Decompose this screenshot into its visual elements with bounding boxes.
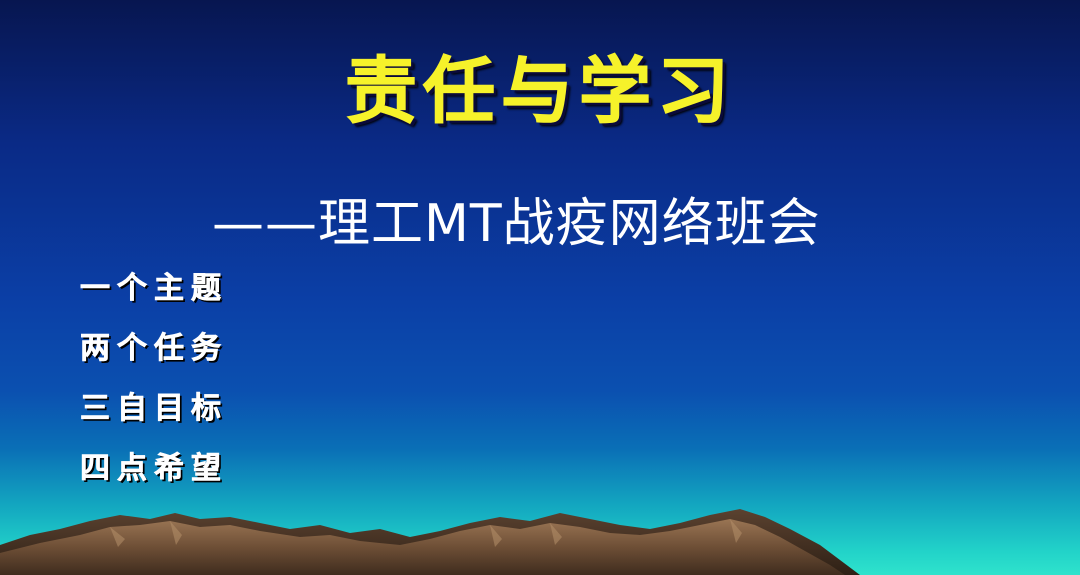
agenda-item: 一个主题: [80, 271, 228, 307]
agenda-item: 三自目标: [80, 391, 228, 427]
mountain-range-decoration: [0, 509, 860, 575]
agenda-item: 四点希望: [80, 451, 228, 487]
slide-title: 责任与学习: [344, 49, 735, 133]
mountain-front: [0, 519, 845, 575]
agenda-item: 两个任务: [80, 331, 228, 367]
agenda-list: 一个主题 两个任务 三自目标 四点希望: [80, 268, 228, 508]
slide-subtitle: ——理工MT战疫网络班会: [212, 194, 821, 254]
